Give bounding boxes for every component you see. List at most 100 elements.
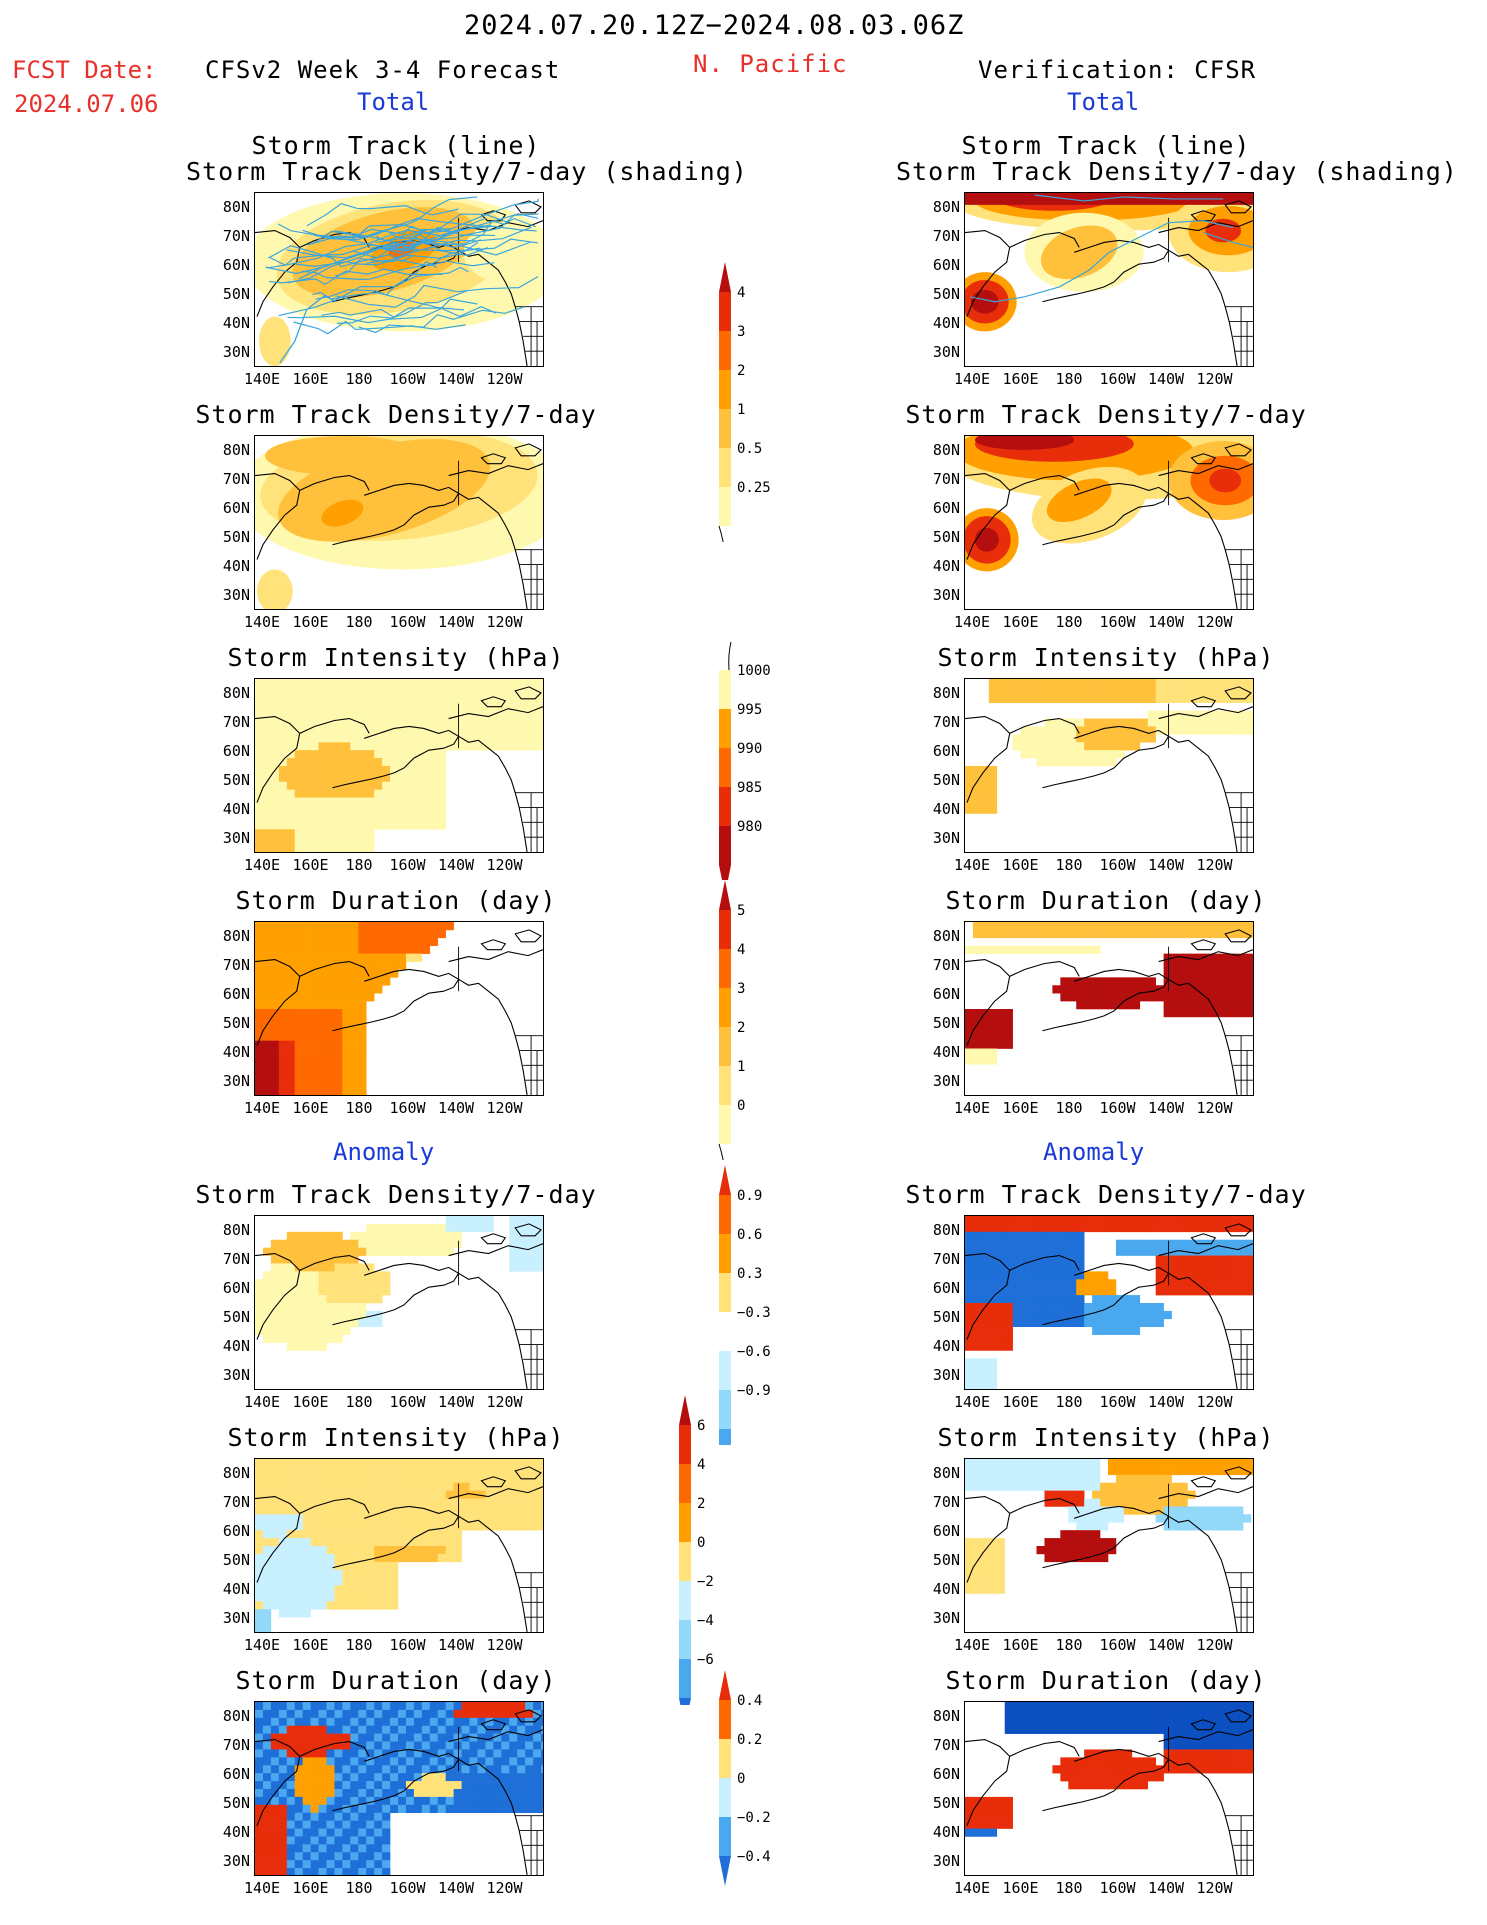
colorbar-label: 3 bbox=[737, 981, 745, 997]
colorbar-density-total: 4 3 2 1 0.5 0.25 bbox=[718, 262, 771, 542]
lat-tick-label: 30N bbox=[222, 1072, 250, 1090]
colorbar-label: 0.4 bbox=[737, 1693, 762, 1709]
lat-tick-label: 60N bbox=[222, 985, 250, 1003]
lon-tick-label: 160E bbox=[292, 1636, 329, 1654]
colorbar-label: 0.5 bbox=[737, 441, 762, 457]
lon-tick-label: 120W bbox=[1196, 370, 1233, 388]
colorbar-label: 995 bbox=[737, 702, 762, 718]
lat-tick-label: 40N bbox=[932, 800, 960, 818]
lon-tick-label: 180 bbox=[1055, 370, 1083, 388]
lon-tick-label: 180 bbox=[345, 1879, 373, 1897]
lon-tick-label: 160E bbox=[292, 613, 329, 631]
lat-tick-label: 40N bbox=[222, 1823, 250, 1841]
lon-tick-label: 140W bbox=[1147, 1393, 1185, 1411]
map-anom-density-verification bbox=[964, 1215, 1254, 1390]
lon-tick-label: 160E bbox=[292, 1879, 329, 1897]
lon-tick-label: 140W bbox=[437, 1393, 475, 1411]
lat-tick-label: 70N bbox=[932, 956, 960, 974]
lat-tick-label: 70N bbox=[932, 227, 960, 245]
colorbar-label: −0.6 bbox=[737, 1344, 771, 1360]
lon-tick-label: 120W bbox=[486, 1636, 523, 1654]
lon-tick-label: 140W bbox=[437, 856, 475, 874]
colorbar-label: 1 bbox=[737, 1059, 745, 1075]
colorbar-label: −2 bbox=[697, 1574, 714, 1590]
lon-tick-label: 140W bbox=[1147, 856, 1185, 874]
lon-tick-label: 180 bbox=[345, 1099, 373, 1117]
lon-tick-label: 160W bbox=[1099, 1393, 1136, 1411]
lon-tick-label: 120W bbox=[486, 856, 523, 874]
verification-title: Verification: CFSR bbox=[978, 56, 1257, 84]
lon-tick-label: 160E bbox=[1002, 856, 1039, 874]
map-anom-density-forecast bbox=[254, 1215, 544, 1390]
map-intensity-forecast bbox=[254, 678, 544, 853]
lon-tick-label: 120W bbox=[1196, 613, 1233, 631]
lon-tick-label: 140W bbox=[1147, 613, 1185, 631]
region-title: N. Pacific bbox=[693, 50, 848, 78]
lat-tick-label: 50N bbox=[932, 771, 960, 789]
lat-tick-label: 50N bbox=[222, 1014, 250, 1032]
colorbar-label: 1 bbox=[737, 402, 745, 418]
lat-tick-label: 40N bbox=[932, 314, 960, 332]
lat-tick-label: 80N bbox=[932, 1707, 960, 1725]
title-track-shading-left: Storm Track Density/7-day (shading) bbox=[186, 157, 748, 186]
lon-tick-label: 160W bbox=[389, 856, 426, 874]
title-density-right: Storm Track Density/7-day bbox=[905, 400, 1307, 429]
colorbar-label: −4 bbox=[697, 1613, 714, 1629]
colorbar-label: 0.25 bbox=[737, 480, 771, 496]
lat-tick-label: 30N bbox=[932, 1609, 960, 1627]
lon-tick-label: 140W bbox=[437, 1879, 475, 1897]
lat-tick-label: 60N bbox=[222, 499, 250, 517]
lat-tick-label: 60N bbox=[932, 499, 960, 517]
colorbar-label: 4 bbox=[737, 942, 745, 958]
lon-tick-label: 120W bbox=[1196, 1879, 1233, 1897]
title-track-shading-right: Storm Track Density/7-day (shading) bbox=[896, 157, 1458, 186]
colorbar-label: 0.6 bbox=[737, 1227, 762, 1243]
lat-tick-label: 50N bbox=[932, 1014, 960, 1032]
lat-tick-label: 80N bbox=[222, 1464, 250, 1482]
lon-tick-label: 120W bbox=[486, 370, 523, 388]
lon-tick-label: 160E bbox=[1002, 1879, 1039, 1897]
anomaly-label-right: Anomaly bbox=[1043, 1138, 1145, 1166]
lon-tick-label: 140E bbox=[243, 1393, 281, 1411]
title-anom-density-left: Storm Track Density/7-day bbox=[195, 1180, 597, 1209]
colorbar-intensity-anom: 6 4 2 0 −2 −4 −6 bbox=[679, 1395, 714, 1705]
lat-tick-label: 40N bbox=[222, 1580, 250, 1598]
lat-tick-label: 60N bbox=[222, 742, 250, 760]
colorbar-label: 990 bbox=[737, 741, 762, 757]
lat-tick-label: 40N bbox=[222, 557, 250, 575]
title-intensity-left: Storm Intensity (hPa) bbox=[227, 643, 565, 672]
lat-tick-label: 60N bbox=[222, 1765, 250, 1783]
title-track-line-right: Storm Track (line) bbox=[961, 131, 1251, 160]
colorbar-label: 4 bbox=[697, 1457, 705, 1473]
lon-tick-label: 140W bbox=[437, 1099, 475, 1117]
lat-tick-label: 50N bbox=[222, 528, 250, 546]
lat-tick-label: 40N bbox=[222, 1337, 250, 1355]
lat-tick-label: 60N bbox=[222, 256, 250, 274]
lon-tick-label: 140E bbox=[243, 1636, 281, 1654]
colorbar-label: 3 bbox=[737, 324, 745, 340]
lon-tick-label: 160E bbox=[292, 1393, 329, 1411]
lat-tick-label: 40N bbox=[222, 1043, 250, 1061]
lat-tick-label: 70N bbox=[222, 1493, 250, 1511]
map-anom-duration-forecast bbox=[254, 1701, 544, 1876]
lon-tick-label: 160W bbox=[389, 613, 426, 631]
lat-tick-label: 30N bbox=[932, 343, 960, 361]
lat-tick-label: 30N bbox=[222, 343, 250, 361]
lat-tick-label: 40N bbox=[932, 557, 960, 575]
lon-tick-label: 140W bbox=[1147, 1879, 1185, 1897]
lat-tick-label: 70N bbox=[222, 227, 250, 245]
lon-tick-label: 160W bbox=[1099, 1879, 1136, 1897]
lon-tick-label: 140W bbox=[1147, 370, 1185, 388]
lat-tick-label: 30N bbox=[932, 1852, 960, 1870]
lon-tick-label: 120W bbox=[1196, 1393, 1233, 1411]
colorbar-label: 5 bbox=[737, 903, 745, 919]
lat-tick-label: 50N bbox=[932, 1308, 960, 1326]
lat-tick-label: 70N bbox=[932, 1736, 960, 1754]
colorbar-label: −0.3 bbox=[737, 1305, 771, 1321]
lat-tick-label: 70N bbox=[222, 713, 250, 731]
map-anom-intensity-verification bbox=[964, 1458, 1254, 1633]
lat-tick-label: 60N bbox=[222, 1522, 250, 1540]
lat-tick-label: 80N bbox=[222, 198, 250, 216]
map-duration-verification bbox=[964, 921, 1254, 1096]
lat-tick-label: 30N bbox=[222, 586, 250, 604]
